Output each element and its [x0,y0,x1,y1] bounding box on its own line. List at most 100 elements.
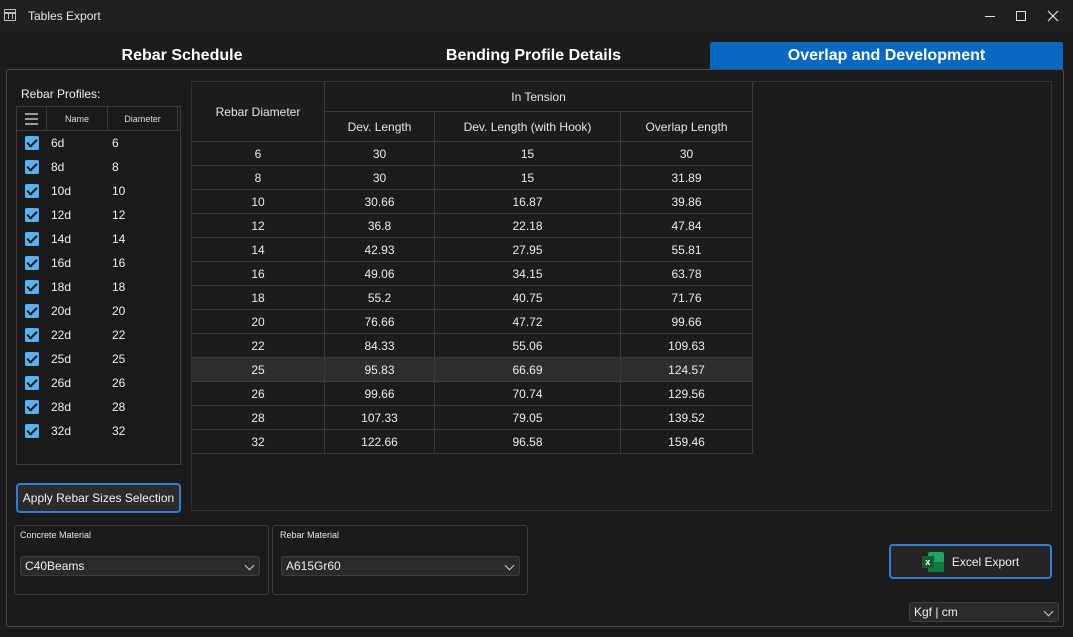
profile-checkbox[interactable] [25,136,39,150]
cell-overlap-length: 39.86 [621,190,753,214]
profile-diameter: 26 [112,376,126,390]
table-row[interactable]: 20 76.66 47.72 99.66 [192,310,753,334]
tab-bending-profile-details[interactable]: Bending Profile Details [445,46,622,64]
column-header-diameter[interactable]: Diameter [108,107,178,130]
cell-overlap-length: 31.89 [621,166,753,190]
table-row[interactable]: 25 95.83 66.69 124.57 [192,358,753,382]
cell-dev-length: 95.83 [325,358,435,382]
header-rebar-diameter: Rebar Diameter [192,82,325,142]
profile-name: 12d [51,208,72,222]
profile-row[interactable]: 16d 16 [17,252,180,276]
profile-name: 32d [51,424,72,438]
table-row[interactable]: 10 30.66 16.87 39.86 [192,190,753,214]
maximize-button[interactable] [1008,0,1034,32]
header-overlap-length: Overlap Length [621,112,753,142]
profile-name: 25d [51,352,72,366]
profile-row[interactable]: 22d 22 [17,324,180,348]
close-icon [1047,10,1059,22]
rebar-material-select[interactable]: A615Gr60 [281,556,520,576]
profile-row[interactable]: 26d 26 [17,372,180,396]
profile-checkbox[interactable] [25,208,39,222]
cell-diameter: 16 [192,262,325,286]
column-header-name[interactable]: Name [47,107,108,130]
cell-overlap-length: 55.81 [621,238,753,262]
rebar-profiles-list[interactable]: Name Diameter 6d 6 8d 8 10d 10 12d 12 14d 14 16d 16… [16,106,181,465]
cell-dev-length-hook: 47.72 [435,310,621,334]
profile-row[interactable]: 28d 28 [17,396,180,420]
profile-checkbox[interactable] [25,328,39,342]
profile-checkbox[interactable] [25,280,39,294]
cell-diameter: 20 [192,310,325,334]
close-button[interactable] [1040,0,1066,32]
table-row[interactable]: 28 107.33 79.05 139.52 [192,406,753,430]
profile-name: 16d [51,256,72,270]
table-row[interactable]: 6 30 15 30 [192,142,753,166]
app-icon [4,9,16,21]
table-row[interactable]: 16 49.06 34.15 63.78 [192,262,753,286]
profile-checkbox[interactable] [25,232,39,246]
profile-checkbox[interactable] [25,424,39,438]
table-row[interactable]: 14 42.93 27.95 55.81 [192,238,753,262]
profile-row[interactable]: 20d 20 [17,300,180,324]
profile-row[interactable]: 18d 18 [17,276,180,300]
profile-diameter: 10 [112,184,126,198]
excel-icon: x [921,551,944,572]
table-row[interactable]: 12 36.8 22.18 47.84 [192,214,753,238]
profile-checkbox[interactable] [25,256,39,270]
minimize-button[interactable] [977,0,1003,32]
apply-rebar-sizes-button[interactable]: Apply Rebar Sizes Selection [16,483,181,513]
table-row[interactable]: 32 122.66 96.58 159.46 [192,430,753,454]
profile-diameter: 14 [112,232,126,246]
cell-dev-length-hook: 79.05 [435,406,621,430]
cell-dev-length-hook: 96.58 [435,430,621,454]
cell-diameter: 14 [192,238,325,262]
tab-rebar-schedule[interactable]: Rebar Schedule [121,46,243,64]
cell-overlap-length: 63.78 [621,262,753,286]
units-select[interactable]: Kgf | cm [909,602,1059,622]
profile-row[interactable]: 10d 10 [17,180,180,204]
profile-row[interactable]: 12d 12 [17,204,180,228]
concrete-material-group: Concrete Material C40Beams [14,525,269,595]
profile-checkbox[interactable] [25,376,39,390]
cell-overlap-length: 109.63 [621,334,753,358]
excel-export-button[interactable]: x Excel Export [889,544,1052,579]
overlap-development-table: Rebar Diameter In Tension Dev. Length De… [191,81,1052,511]
profile-row[interactable]: 32d 32 [17,420,180,444]
cell-dev-length: 99.66 [325,382,435,406]
profile-row[interactable]: 14d 14 [17,228,180,252]
cell-dev-length-hook: 66.69 [435,358,621,382]
profile-row[interactable]: 6d 6 [17,132,180,156]
select-all-list-icon[interactable] [17,107,47,130]
maximize-icon [1016,11,1026,21]
cell-dev-length-hook: 22.18 [435,214,621,238]
cell-dev-length-hook: 15 [435,142,621,166]
table-row[interactable]: 8 30 15 31.89 [192,166,753,190]
cell-dev-length-hook: 15 [435,166,621,190]
header-dev-length-hook: Dev. Length (with Hook) [435,112,621,142]
header-dev-length: Dev. Length [325,112,435,142]
cell-overlap-length: 124.57 [621,358,753,382]
profile-checkbox[interactable] [25,352,39,366]
profile-checkbox[interactable] [25,304,39,318]
profile-checkbox[interactable] [25,184,39,198]
cell-diameter: 25 [192,358,325,382]
cell-overlap-length: 139.52 [621,406,753,430]
cell-dev-length: 30 [325,142,435,166]
table-row[interactable]: 22 84.33 55.06 109.63 [192,334,753,358]
tab-overlap-and-development[interactable]: Overlap and Development [710,42,1063,69]
profile-name: 26d [51,376,72,390]
profile-row[interactable]: 25d 25 [17,348,180,372]
profile-checkbox[interactable] [25,160,39,174]
concrete-material-select[interactable]: C40Beams [20,556,260,576]
profile-diameter: 25 [112,352,126,366]
profile-row[interactable]: 8d 8 [17,156,180,180]
table-row[interactable]: 26 99.66 70.74 129.56 [192,382,753,406]
profile-checkbox[interactable] [25,400,39,414]
cell-dev-length-hook: 34.15 [435,262,621,286]
cell-dev-length-hook: 55.06 [435,334,621,358]
cell-dev-length-hook: 70.74 [435,382,621,406]
profile-diameter: 32 [112,424,126,438]
profile-diameter: 8 [112,160,119,174]
concrete-material-value: C40Beams [25,559,85,573]
table-row[interactable]: 18 55.2 40.75 71.76 [192,286,753,310]
